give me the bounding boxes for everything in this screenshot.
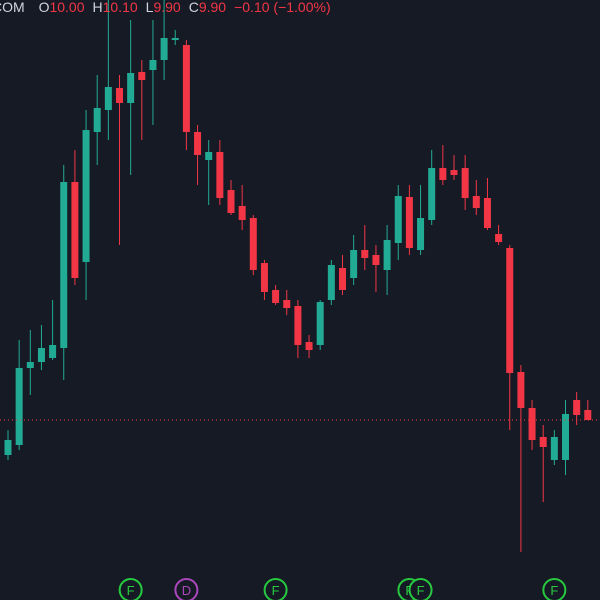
candle-body xyxy=(127,73,135,103)
event-marker xyxy=(408,578,433,600)
candle-body xyxy=(116,88,123,103)
candle-body xyxy=(82,130,90,262)
candle-body xyxy=(249,218,257,270)
legend-change: −0.10 (−1.00%) xyxy=(234,0,331,15)
candle-body xyxy=(104,87,112,110)
event-label: F xyxy=(417,583,425,598)
candle-body xyxy=(305,342,313,350)
candle-body xyxy=(294,306,302,345)
candle-body xyxy=(171,38,179,40)
candle-body xyxy=(4,440,12,455)
candle-body xyxy=(238,206,246,220)
legend-value: 9.90 xyxy=(153,0,180,15)
candle-body xyxy=(283,300,291,308)
candle-body xyxy=(428,168,436,220)
event-label: F xyxy=(550,583,558,598)
candle-body xyxy=(483,198,491,228)
candle-body xyxy=(160,38,168,60)
candle-body xyxy=(439,168,447,180)
event-marker xyxy=(542,578,567,600)
candle-body xyxy=(37,348,45,362)
candle-body xyxy=(372,255,380,265)
candle-body xyxy=(71,182,79,278)
events: FDFFFF xyxy=(118,578,567,600)
symbol: COM xyxy=(0,0,25,15)
candle-body xyxy=(472,196,480,208)
candle-body xyxy=(539,437,547,447)
legend-key: H xyxy=(93,0,103,15)
candles xyxy=(0,0,600,552)
candle-body xyxy=(573,400,581,415)
event-label: F xyxy=(272,583,280,598)
candle-body xyxy=(216,152,224,198)
candle-body xyxy=(205,152,213,160)
candle-body xyxy=(26,362,34,368)
candle-body xyxy=(461,168,469,198)
candle-body xyxy=(194,132,202,155)
candle-body xyxy=(227,190,235,213)
event-label: D xyxy=(182,583,191,598)
candle-body xyxy=(417,218,425,250)
candle-body xyxy=(394,196,402,243)
candle-body xyxy=(584,410,592,420)
legend-key: C xyxy=(189,0,199,15)
candle-body xyxy=(182,45,190,132)
candle-body xyxy=(149,60,157,70)
candle-body xyxy=(383,240,391,270)
candle-body xyxy=(361,250,369,258)
candle-body xyxy=(339,268,346,290)
candle-body xyxy=(450,170,458,175)
candle-body xyxy=(15,368,23,445)
candle-body xyxy=(272,290,280,303)
candle-body xyxy=(49,345,57,358)
candle-body xyxy=(327,265,335,300)
candle-body xyxy=(506,248,514,373)
candle-body xyxy=(93,108,101,132)
event-marker xyxy=(174,578,199,600)
candle-body xyxy=(517,372,525,408)
legend-value: 10.10 xyxy=(103,0,138,15)
legend-value: 10.00 xyxy=(49,0,84,15)
candle-body xyxy=(562,414,569,460)
event-marker xyxy=(118,578,143,600)
candle-body xyxy=(405,197,413,248)
candle-body xyxy=(260,263,268,292)
candle-body xyxy=(495,234,503,242)
legend-value: 9.90 xyxy=(199,0,226,15)
legend-key: O xyxy=(39,0,50,15)
candle-body xyxy=(316,302,324,345)
candle-body xyxy=(138,72,146,80)
candle-body xyxy=(550,437,558,460)
event-marker xyxy=(263,578,288,600)
candle-body xyxy=(528,408,536,440)
candle-body xyxy=(60,182,68,348)
candle-body xyxy=(350,250,358,278)
event-label: F xyxy=(127,583,135,598)
legend-key: L xyxy=(146,0,154,15)
